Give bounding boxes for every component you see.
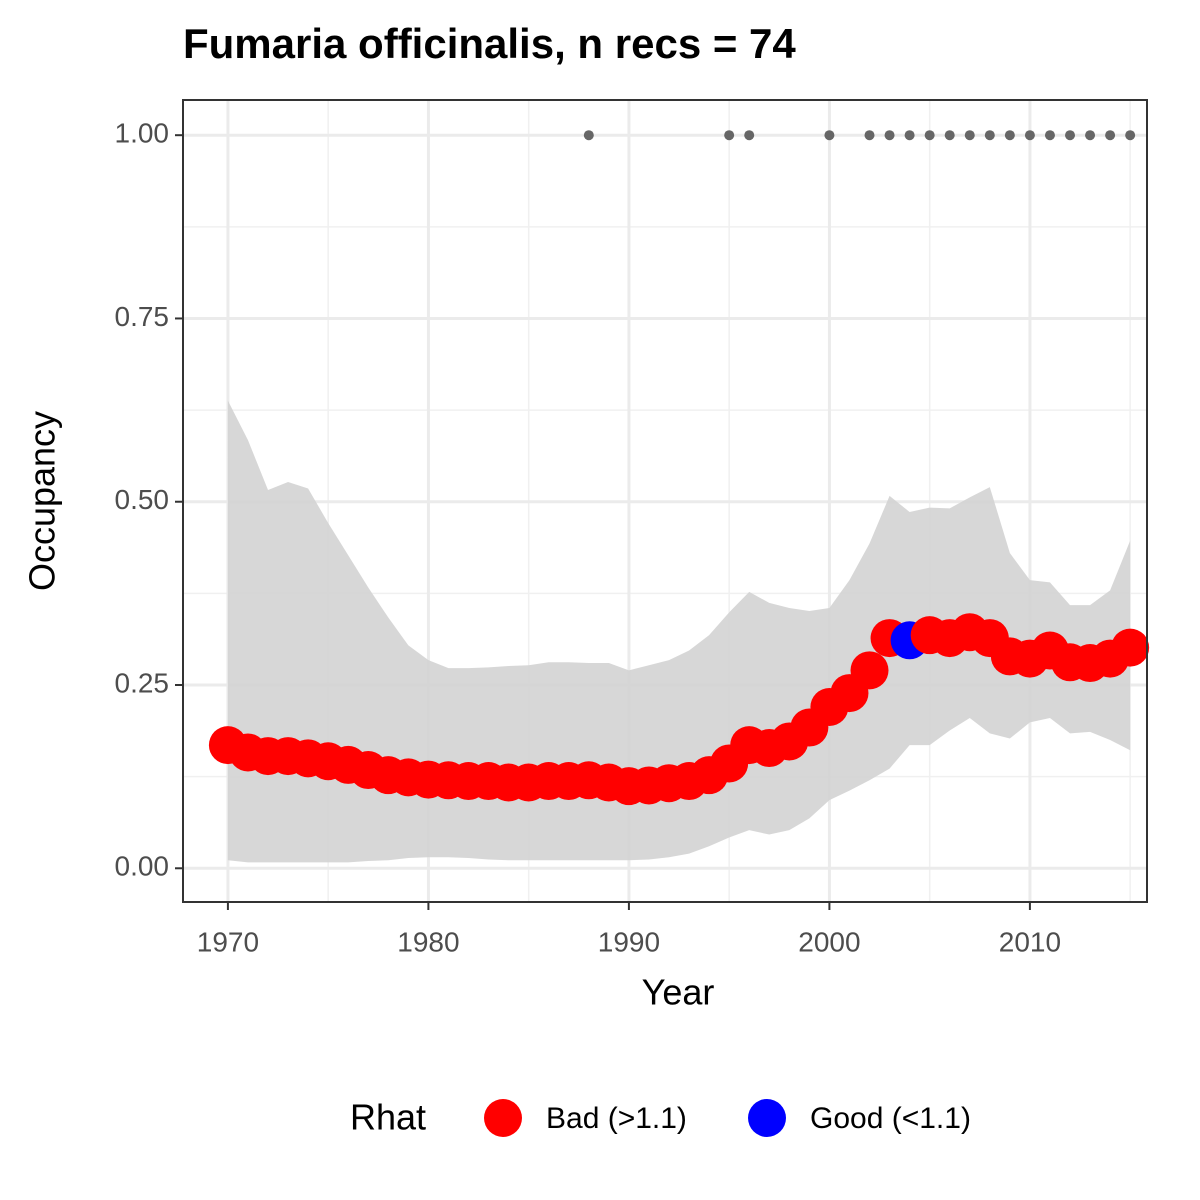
y-tick-label: 0.25 [115, 667, 170, 698]
x-axis-label: Year [642, 972, 715, 1013]
record-point [1085, 130, 1096, 141]
record-point [1065, 130, 1076, 141]
chart-title: Fumaria officinalis, n recs = 74 [183, 20, 796, 67]
y-axis-label: Occupancy [22, 411, 63, 591]
record-point [964, 130, 975, 141]
record-point [944, 130, 955, 141]
record-point [1125, 130, 1136, 141]
record-point [984, 130, 995, 141]
y-tick-label: 0.75 [115, 301, 170, 332]
x-tick-label: 1990 [598, 926, 660, 957]
record-point [864, 130, 875, 141]
record-point [1044, 130, 1055, 141]
legend-title: Rhat [350, 1097, 426, 1138]
legend-label: Good (<1.1) [810, 1102, 971, 1135]
legend-label: Bad (>1.1) [546, 1102, 687, 1135]
plot-border [182, 99, 1148, 903]
legend-marker [748, 1099, 786, 1137]
record-point [724, 130, 735, 141]
record-point [1004, 130, 1015, 141]
record-point [904, 130, 915, 141]
y-tick-label: 0.50 [115, 484, 170, 515]
x-tick-label: 2010 [999, 926, 1061, 957]
y-tick-label: 0.00 [115, 851, 170, 882]
record-point [744, 130, 755, 141]
occupancy-point [850, 651, 889, 690]
record-point [924, 130, 935, 141]
record-point [1024, 130, 1035, 141]
x-tick-label: 1970 [197, 926, 259, 957]
x-tick-label: 1980 [397, 926, 459, 957]
record-point [824, 130, 835, 141]
record-point [884, 130, 895, 141]
occupancy-point [1111, 628, 1150, 667]
x-tick-label: 2000 [798, 926, 860, 957]
y-tick-label: 1.00 [115, 118, 170, 149]
legend-marker [484, 1099, 522, 1137]
record-point [1105, 130, 1116, 141]
confidence-ribbon [227, 400, 1131, 863]
record-point [583, 130, 594, 141]
